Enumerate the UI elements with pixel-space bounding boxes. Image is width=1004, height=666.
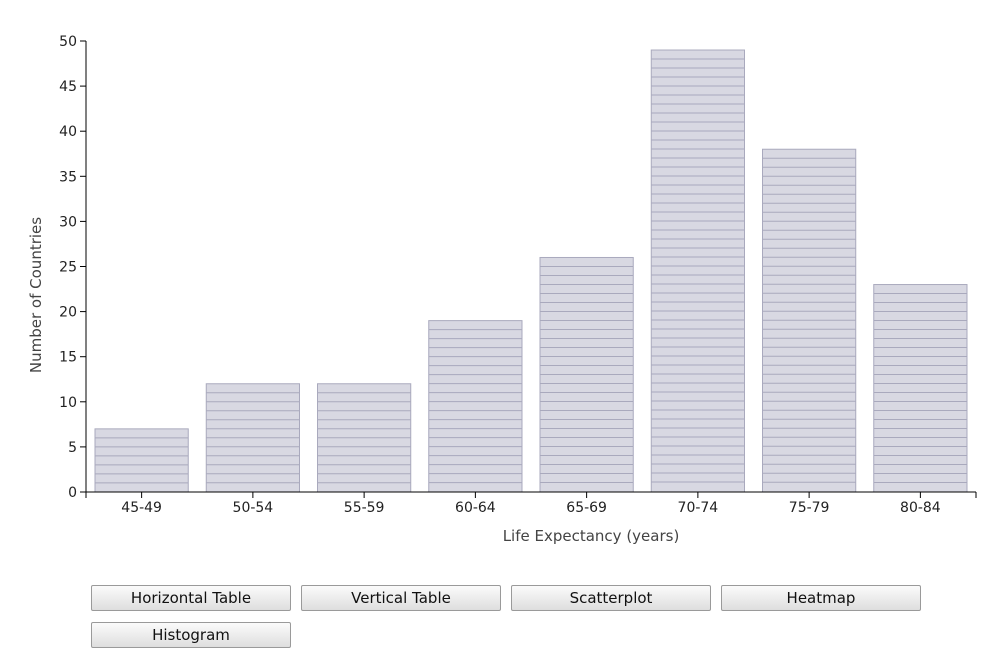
x-tick-label: 45-49 <box>121 500 162 516</box>
bars-group <box>94 49 968 493</box>
bar <box>873 284 968 493</box>
x-tick-label: 50-54 <box>233 500 274 516</box>
heatmap-button[interactable]: Heatmap <box>721 585 921 611</box>
y-tick-label: 5 <box>68 440 77 456</box>
y-tick-label: 40 <box>59 124 77 140</box>
y-tick-label: 20 <box>59 305 77 321</box>
y-axis-title: Number of Countries <box>27 217 45 373</box>
y-tick-label: 25 <box>59 260 77 276</box>
bar-70-74 <box>650 49 745 493</box>
y-tick-label: 45 <box>59 79 77 95</box>
histogram-button[interactable]: Histogram <box>91 622 291 648</box>
bar-45-49 <box>94 428 189 493</box>
y-tick-label: 15 <box>59 350 77 366</box>
bar <box>650 49 745 493</box>
bar-60-64 <box>428 320 523 493</box>
horizontal-table-button[interactable]: Horizontal Table <box>91 585 291 611</box>
bar <box>428 320 523 493</box>
bar <box>94 428 189 493</box>
y-tick-label: 10 <box>59 395 77 411</box>
x-tick-label: 70-74 <box>678 500 719 516</box>
x-tick-label: 75-79 <box>789 500 830 516</box>
x-tick-label: 55-59 <box>344 500 385 516</box>
x-tick-label: 65-69 <box>566 500 607 516</box>
y-tick-label: 35 <box>59 169 77 185</box>
bar-75-79 <box>762 148 857 493</box>
histogram-chart: 0 5 10 15 20 25 30 35 40 45 50 45-49 50-54 55-59 60-6… <box>27 34 977 545</box>
y-tick-label: 50 <box>59 34 77 50</box>
vertical-table-button[interactable]: Vertical Table <box>301 585 501 611</box>
x-axis: 45-49 50-54 55-59 60-64 65-69 70-74 75-79 80-84 <box>85 491 977 516</box>
y-axis: 0 5 10 15 20 25 30 35 40 45 50 <box>59 34 87 501</box>
bar-50-54 <box>205 383 300 493</box>
x-tick-label: 80-84 <box>900 500 941 516</box>
bar-65-69 <box>539 256 634 493</box>
x-axis-title: Life Expectancy (years) <box>503 527 680 545</box>
bar-55-59 <box>317 383 412 493</box>
bar-80-84 <box>873 284 968 493</box>
y-tick-label: 30 <box>59 214 77 230</box>
x-tick-label: 60-64 <box>455 500 496 516</box>
scatterplot-button[interactable]: Scatterplot <box>511 585 711 611</box>
y-tick-label: 0 <box>68 485 77 501</box>
